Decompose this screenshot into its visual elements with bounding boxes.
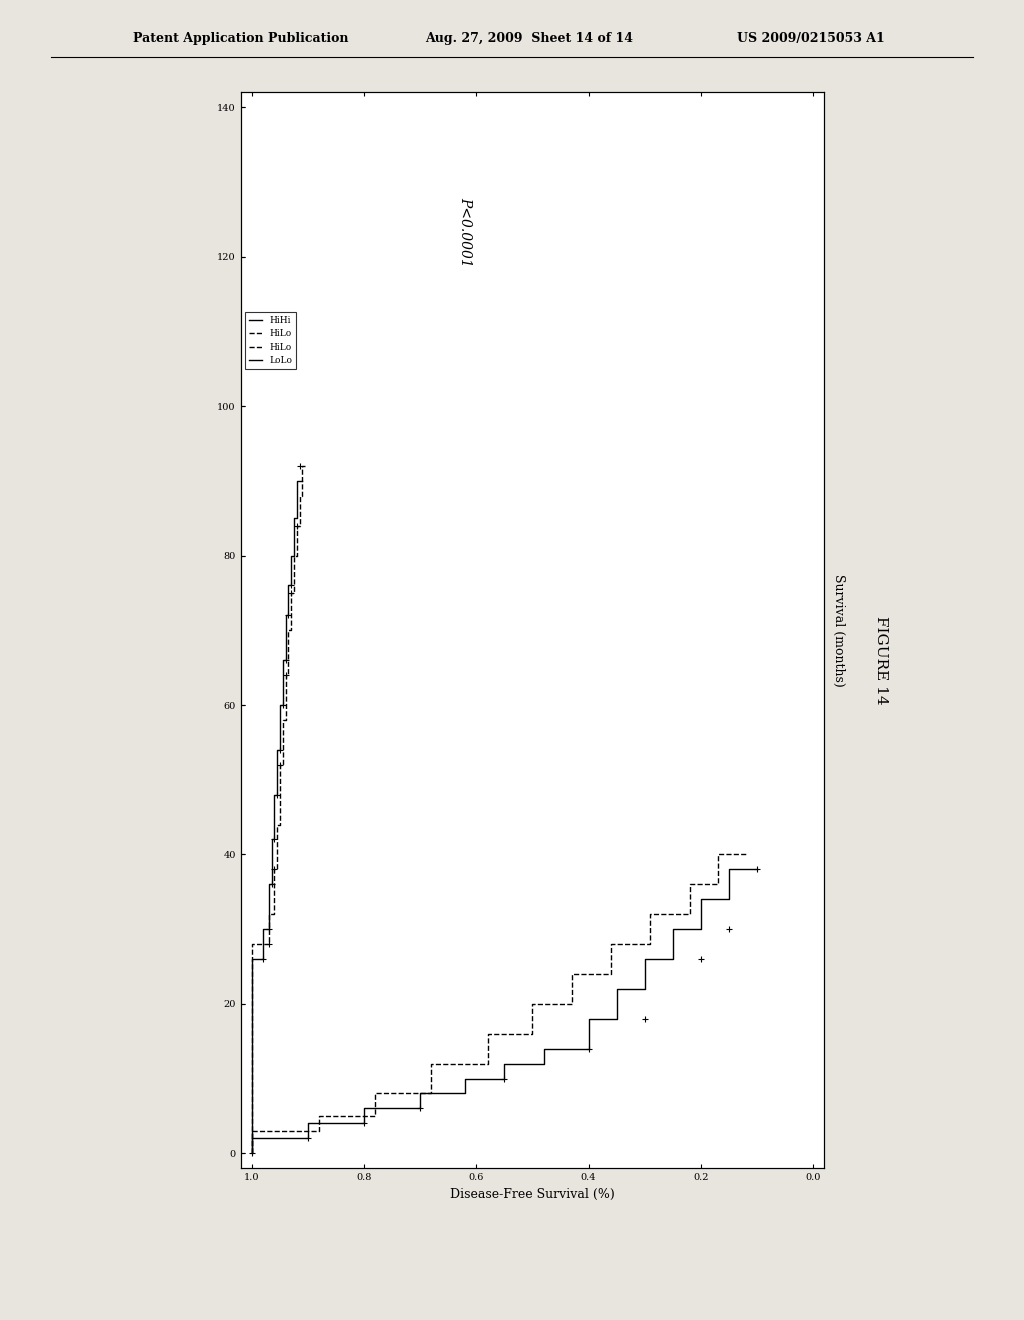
X-axis label: Disease-Free Survival (%): Disease-Free Survival (%)	[451, 1188, 614, 1201]
Text: FIGURE 14: FIGURE 14	[873, 615, 888, 705]
Y-axis label: Survival (months): Survival (months)	[833, 574, 845, 686]
Text: US 2009/0215053 A1: US 2009/0215053 A1	[737, 32, 885, 45]
Text: P<0.0001: P<0.0001	[458, 197, 472, 267]
Text: Patent Application Publication: Patent Application Publication	[133, 32, 348, 45]
Text: Aug. 27, 2009  Sheet 14 of 14: Aug. 27, 2009 Sheet 14 of 14	[425, 32, 633, 45]
Legend: HiHi, HiLo, HiLo, LoLo: HiHi, HiLo, HiLo, LoLo	[245, 312, 296, 368]
